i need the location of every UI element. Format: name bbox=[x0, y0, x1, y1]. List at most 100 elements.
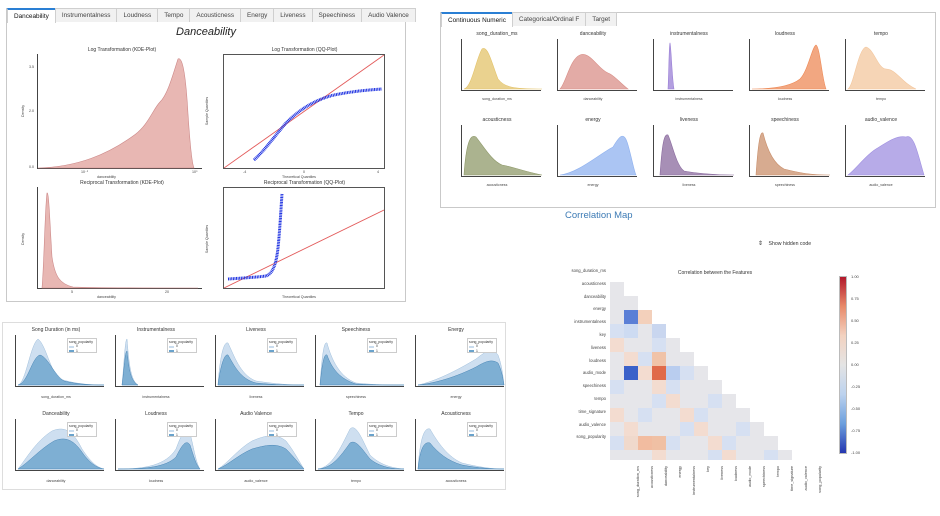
x-tick: -4 bbox=[243, 170, 247, 174]
popularity-kde-song-duration-ms: Song Duration (in ms) song_popularity 0 1 so… bbox=[7, 327, 105, 407]
heatmap-cell bbox=[722, 422, 736, 436]
y-axis-label: Density bbox=[20, 105, 25, 117]
heatmap-cell bbox=[610, 366, 624, 380]
x-axis-label: loudness bbox=[777, 97, 793, 101]
heatmap-grid bbox=[610, 282, 792, 460]
legend: song_popularity 0 1 bbox=[367, 422, 397, 437]
heatmap-cell bbox=[638, 352, 652, 366]
legend-title: song_popularity bbox=[369, 340, 393, 344]
tab-acousticness[interactable]: Acousticness bbox=[189, 8, 242, 22]
legend: song_popularity 0 1 bbox=[467, 338, 497, 353]
legend-swatch bbox=[369, 433, 374, 436]
heatmap-cell bbox=[638, 450, 652, 460]
tab-continuous-numeric[interactable]: Continuous Numeric bbox=[441, 12, 513, 27]
x-axis-label: danceability bbox=[97, 295, 116, 299]
popularity-kde-liveness: Liveness song_popularity 0 1 liveness bbox=[207, 327, 305, 407]
chevron-updown-icon: ⇕ bbox=[758, 241, 764, 247]
legend-item: 1 bbox=[269, 349, 295, 353]
legend-swatch bbox=[369, 345, 374, 348]
heatmap-cell bbox=[624, 366, 638, 380]
tab-instrumentalness[interactable]: Instrumentalness bbox=[54, 8, 118, 22]
legend-label: 1 bbox=[376, 432, 378, 437]
legend: song_popularity 0 1 bbox=[267, 422, 297, 437]
colorbar-tick: -0.25 bbox=[851, 384, 861, 389]
plot-title: Audio Valence bbox=[240, 411, 272, 417]
heatmap-cell bbox=[694, 380, 708, 394]
legend: song_popularity 0 1 bbox=[167, 422, 197, 437]
tab-audio-valence[interactable]: Audio Valence bbox=[361, 8, 416, 22]
plot-title: energy bbox=[585, 117, 601, 123]
legend-swatch bbox=[69, 433, 74, 436]
popularity-density-curves bbox=[319, 342, 405, 386]
tab-speechiness[interactable]: Speechiness bbox=[311, 8, 363, 22]
y-axis-label: Density bbox=[20, 233, 25, 245]
dist-plot-tempo: tempo tempo bbox=[835, 31, 927, 113]
legend: song_popularity 0 1 bbox=[367, 338, 397, 353]
colorbar-tick: 0.00 bbox=[851, 362, 859, 367]
colorbar-tick: -1.00 bbox=[851, 450, 861, 455]
log-kde-curve bbox=[38, 58, 195, 169]
heatmap-cell bbox=[624, 352, 638, 366]
log-kde-plot bbox=[37, 54, 202, 169]
heatmap-cell bbox=[680, 422, 694, 436]
plot-title: Instrumentalness bbox=[136, 327, 176, 333]
legend: song_popularity 0 1 bbox=[67, 338, 97, 353]
tab-liveness[interactable]: Liveness bbox=[273, 8, 313, 22]
heatmap-cell bbox=[610, 324, 624, 338]
heatmap-col-label: tempo bbox=[776, 466, 780, 477]
heatmap-col-label: speechiness bbox=[762, 466, 766, 488]
popularity-kde-panel: Song Duration (in ms) song_popularity 0 1 so… bbox=[2, 322, 506, 490]
legend-label: 0 bbox=[276, 344, 278, 349]
plot-axes bbox=[653, 125, 734, 177]
plot-title: danceability bbox=[579, 31, 607, 37]
dist-plot-energy: energy energy bbox=[547, 117, 639, 199]
tab-energy[interactable]: Energy bbox=[240, 8, 275, 22]
heatmap-cell bbox=[610, 436, 624, 450]
y-axis-label: Sample Quantiles bbox=[205, 224, 210, 254]
plot-title: liveness bbox=[679, 117, 699, 123]
legend-label: 1 bbox=[276, 432, 278, 437]
tab-target[interactable]: Target bbox=[585, 12, 618, 26]
plot-title: speechiness bbox=[771, 117, 799, 123]
heatmap-cell bbox=[638, 394, 652, 408]
reciprocal-kde-curve bbox=[41, 192, 199, 289]
heatmap-col-label: acousticness bbox=[650, 466, 654, 488]
x-axis-label: tempo bbox=[876, 97, 886, 101]
colorbar-tick: 0.50 bbox=[851, 318, 859, 323]
tab-tempo[interactable]: Tempo bbox=[157, 8, 191, 22]
plot-axes bbox=[15, 335, 105, 387]
legend-label: 1 bbox=[276, 348, 278, 353]
show-hidden-code-button[interactable]: ⇕ Show hidden code bbox=[758, 240, 811, 247]
tab-loudness[interactable]: Loudness bbox=[116, 8, 159, 22]
heatmap-cell bbox=[708, 408, 722, 422]
heatmap-cell bbox=[736, 450, 750, 460]
x-axis-label: tempo bbox=[351, 479, 361, 483]
heatmap-cell bbox=[764, 450, 778, 460]
density-curve bbox=[659, 134, 734, 176]
legend-label: 1 bbox=[476, 432, 478, 437]
heatmap-col-label: song_duration_ms bbox=[636, 466, 640, 498]
x-axis-label: liveness bbox=[682, 183, 696, 187]
plot-title: Speechiness bbox=[341, 327, 371, 333]
legend-item: 0 bbox=[469, 428, 495, 432]
legend-swatch bbox=[369, 349, 374, 352]
tab-categorical-ordinal-f[interactable]: Categorical/Ordinal F bbox=[511, 12, 587, 26]
heatmap-cell bbox=[610, 450, 624, 460]
heatmap-cell bbox=[652, 394, 666, 408]
legend-item: 0 bbox=[469, 344, 495, 348]
legend-item: 0 bbox=[269, 428, 295, 432]
heatmap-cell bbox=[694, 450, 708, 460]
heatmap-cell bbox=[680, 436, 694, 450]
dist-plot-song-duration-ms: song_duration_ms song_duration_ms bbox=[451, 31, 543, 113]
legend-label: 0 bbox=[76, 428, 78, 433]
popularity-kde-speechiness: Speechiness song_popularity 0 1 speechiness bbox=[307, 327, 405, 407]
density-curve bbox=[847, 46, 917, 90]
heatmap-cell bbox=[694, 408, 708, 422]
tab-danceability[interactable]: Danceability bbox=[7, 8, 56, 23]
plot-axes bbox=[215, 419, 305, 471]
colorbar-tick: -0.50 bbox=[851, 406, 861, 411]
plot-title: Song Duration (in ms) bbox=[31, 327, 81, 333]
legend-item: 1 bbox=[469, 349, 495, 353]
legend-swatch bbox=[169, 345, 174, 348]
heatmap-cell bbox=[624, 296, 638, 310]
